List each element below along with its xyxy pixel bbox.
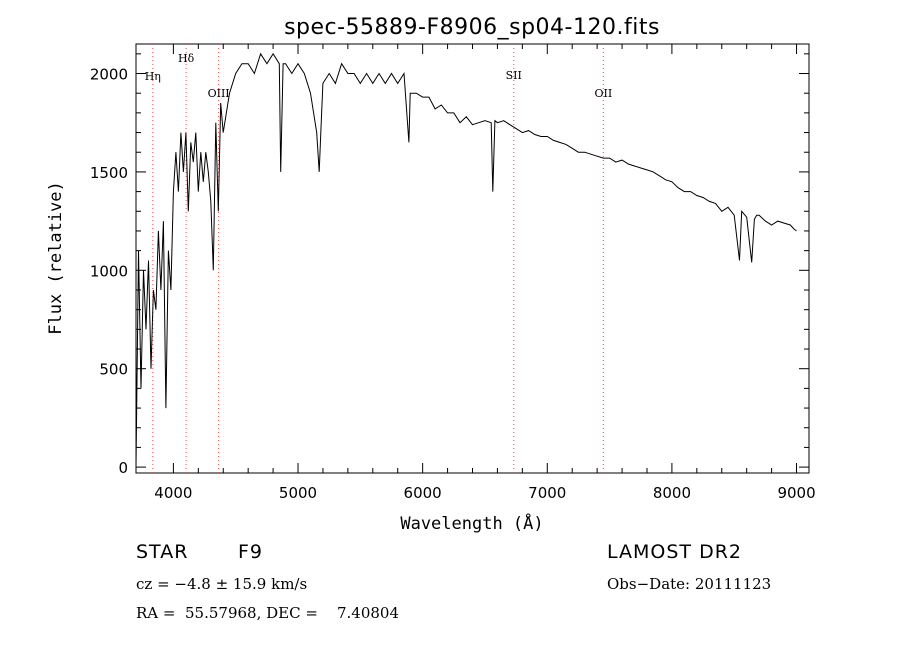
coordinates-text: RA = 55.57968, DEC = 7.40804 [136, 604, 399, 622]
emission-line-label: Hδ [178, 52, 195, 65]
emission-line-label: OII [595, 87, 613, 100]
axis-tick-labels: 4000 5000 6000 7000 8000 9000 0 500 1000 1500 2000 [90, 66, 816, 502]
spectral-subclass: F9 [238, 541, 264, 563]
y-tick-label: 2000 [90, 66, 128, 84]
emission-line-label: Hη [145, 70, 161, 83]
x-tick-label: 4000 [154, 484, 192, 502]
plot-frame [135, 43, 810, 474]
redshift-text: cz = −4.8 ± 15.9 km/s [136, 575, 308, 593]
object-class: STAR [136, 541, 189, 563]
y-tick-label: 1000 [90, 262, 128, 280]
y-tick-label: 1500 [90, 164, 128, 182]
emission-line-label: SII [506, 69, 522, 82]
survey-name: LAMOST DR2 [607, 541, 742, 563]
obs-date-text: Obs−Date: 20111123 [607, 575, 772, 593]
y-tick-label: 0 [118, 459, 128, 477]
x-tick-label: 8000 [653, 484, 691, 502]
spectrum-series-line [135, 52, 797, 468]
y-axis-label: Flux (relative) [46, 181, 66, 335]
x-tick-label: 6000 [404, 484, 442, 502]
y-tick-label: 500 [99, 361, 128, 379]
x-tick-label: 7000 [528, 484, 566, 502]
axis-ticks [136, 44, 809, 473]
x-tick-label: 5000 [279, 484, 317, 502]
x-tick-label: 9000 [777, 484, 815, 502]
emission-line-label: OIII [208, 87, 230, 100]
x-axis-label: Wavelength (Å) [400, 512, 543, 534]
emission-line-markers: Hη Hδ OIII SII OII [145, 44, 612, 473]
chart-title: spec-55889-F8906_sp04-120.fits [284, 15, 660, 40]
